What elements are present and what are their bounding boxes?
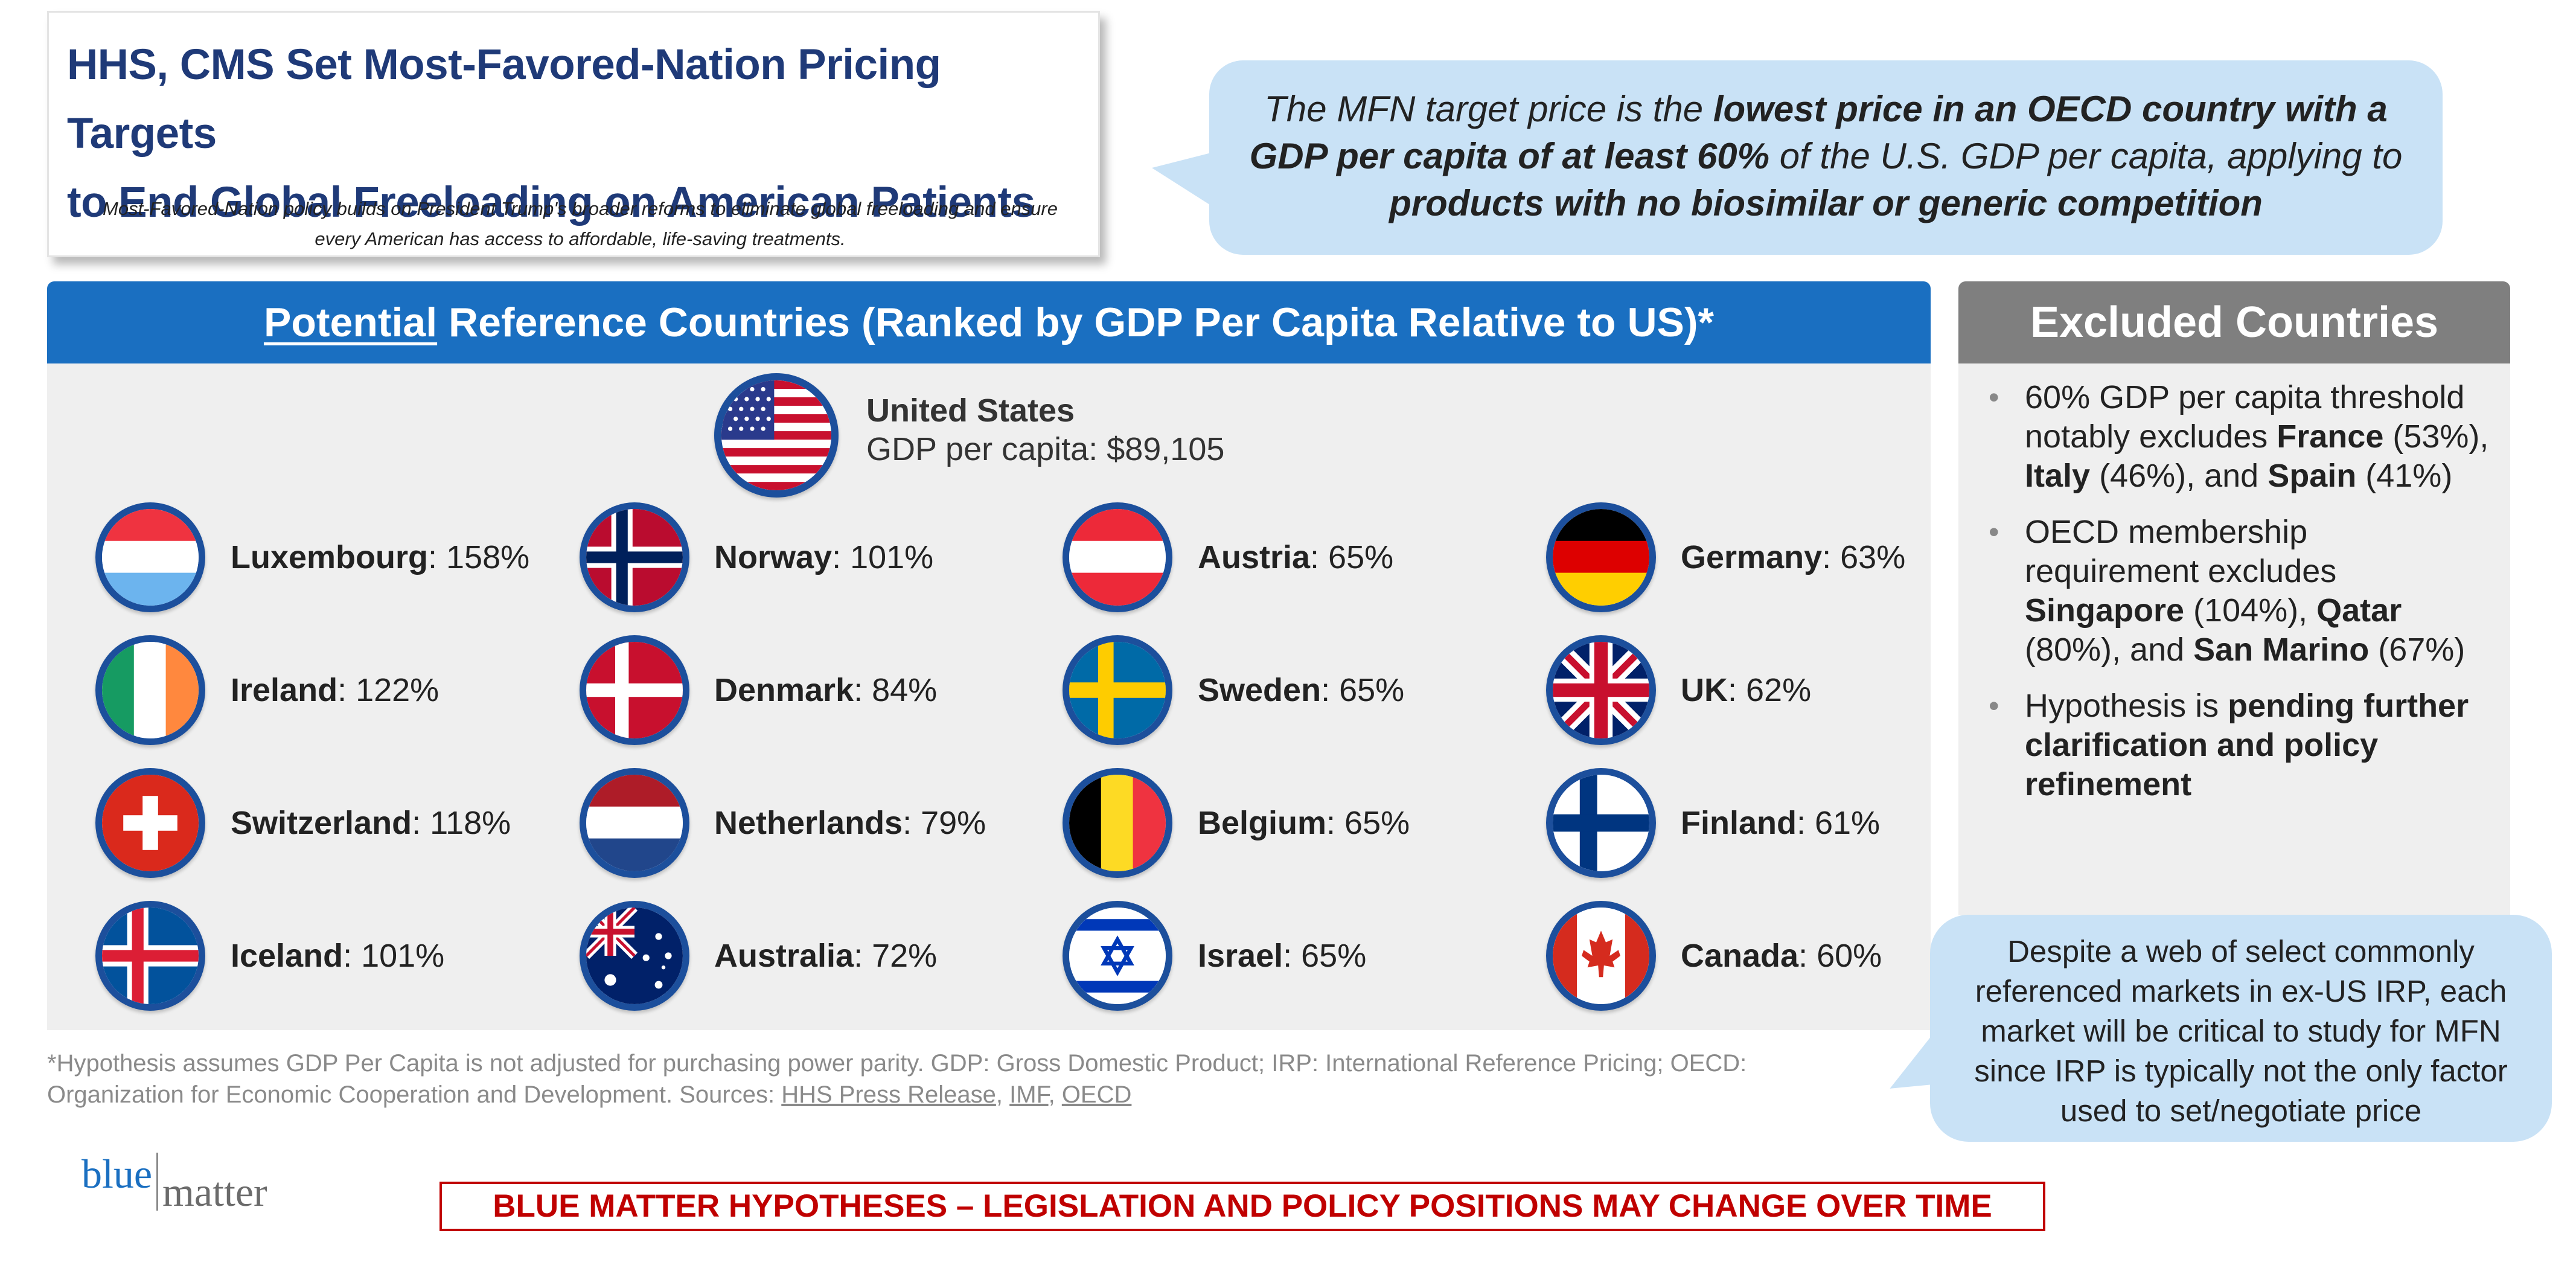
logo-blue: blue: [81, 1151, 153, 1197]
norway-flag-icon: [580, 502, 689, 612]
us-gdp: GDP per capita: $89,105: [866, 431, 1225, 467]
country-label-austria: Austria: 65%: [1198, 539, 1394, 575]
finland-flag-icon: [1546, 768, 1656, 878]
logo-divider: [156, 1153, 158, 1211]
title-card: HHS, CMS Set Most-Favored-Nation Pricing…: [47, 11, 1100, 257]
denmark-flag-icon: [580, 635, 689, 745]
country-label-israel: Israel: 65%: [1198, 938, 1367, 974]
mfn-target-callout: The MFN target price is the lowest price…: [1152, 60, 2443, 255]
country-label-netherlands: Netherlands: 79%: [714, 805, 986, 841]
germany-flag-icon: [1546, 502, 1656, 612]
callout-tail: [1152, 151, 1218, 210]
netherlands-flag-icon: [580, 768, 689, 878]
title-line-1: HHS, CMS Set Most-Favored-Nation Pricing…: [67, 41, 941, 158]
hhs-press-release-link[interactable]: HHS Press Release: [781, 1081, 996, 1108]
imf-link[interactable]: IMF: [1009, 1081, 1049, 1108]
switzerland-flag-icon: [95, 768, 205, 878]
us-name: United States: [866, 392, 1075, 429]
blue-matter-logo: blue matter: [81, 1150, 287, 1217]
canada-flag-icon: [1546, 901, 1656, 1011]
reference-countries-panel: Potential Reference Countries (Ranked by…: [47, 281, 1931, 1030]
ireland-flag-icon: [95, 635, 205, 745]
excluded-bullet-oecd: OECD membership requirement excludes Sin…: [1983, 513, 2490, 670]
logo-matter: matter: [162, 1169, 267, 1215]
country-label-iceland: Iceland: 101%: [231, 938, 445, 974]
australia-flag-icon: [580, 901, 689, 1011]
excluded-bullet-hypothesis: Hypothesis is pending further clarificat…: [1983, 687, 2490, 804]
country-label-finland: Finland: 61%: [1681, 805, 1881, 841]
sweden-flag-icon: [1063, 635, 1172, 745]
us-flag-icon: [714, 373, 839, 498]
title-line-2: to End Global Freeloading on American Pa…: [67, 179, 1035, 226]
title-subtitle: Most-Favored-Nation policy builds on Pre…: [103, 198, 1058, 249]
iceland-flag-icon: [95, 901, 205, 1011]
excluded-countries-header: Excluded Countries: [1958, 281, 2510, 363]
belgium-flag-icon: [1063, 768, 1172, 878]
austria-flag-icon: [1063, 502, 1172, 612]
irp-callout-text: Despite a web of select commonly referen…: [1974, 934, 2508, 1128]
callout-tail: [1878, 1037, 1946, 1100]
country-label-canada: Canada: 60%: [1681, 938, 1882, 974]
excluded-list: 60% GDP per capita threshold notably exc…: [1983, 378, 2490, 821]
country-label-belgium: Belgium: 65%: [1198, 805, 1410, 841]
country-label-ireland: Ireland: 122%: [231, 672, 439, 708]
country-label-switzerland: Switzerland: 118%: [231, 805, 511, 841]
oecd-link[interactable]: OECD: [1061, 1081, 1132, 1108]
country-label-sweden: Sweden: 65%: [1198, 672, 1405, 708]
country-label-denmark: Denmark: 84%: [714, 672, 938, 708]
excluded-bullet-threshold: 60% GDP per capita threshold notably exc…: [1983, 378, 2490, 496]
country-label-norway: Norway: 101%: [714, 539, 934, 575]
luxembourg-flag-icon: [95, 502, 205, 612]
footnote: *Hypothesis assumes GDP Per Capita is no…: [47, 1050, 1747, 1108]
uk-flag-icon: [1546, 635, 1656, 745]
country-label-uk: UK: 62%: [1681, 672, 1812, 708]
country-label-luxembourg: Luxembourg: 158%: [231, 539, 530, 575]
reference-countries-header: Potential Reference Countries (Ranked by…: [47, 281, 1931, 363]
country-label-germany: Germany: 63%: [1681, 539, 1906, 575]
mfn-target-text: The MFN target price is the lowest price…: [1249, 89, 2403, 223]
disclaimer-banner: BLUE MATTER HYPOTHESES – LEGISLATION AND…: [439, 1182, 2045, 1231]
country-label-australia: Australia: 72%: [714, 938, 938, 974]
israel-flag-icon: [1063, 901, 1172, 1011]
us-label: United States GDP per capita: $89,105: [866, 391, 1349, 469]
irp-callout: Despite a web of select commonly referen…: [1878, 915, 2552, 1142]
excluded-countries-panel: Excluded Countries 60% GDP per capita th…: [1958, 281, 2510, 915]
page-title: HHS, CMS Set Most-Favored-Nation Pricing…: [67, 31, 1093, 237]
